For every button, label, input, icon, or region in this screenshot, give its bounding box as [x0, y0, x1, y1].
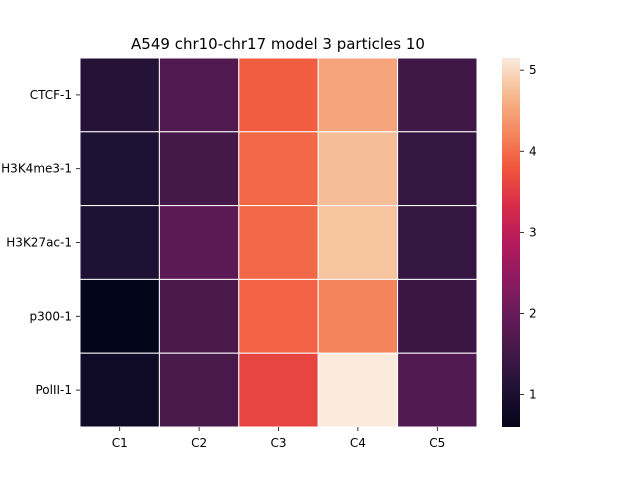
chart-title: A549 chr10-chr17 model 3 particles 10 [131, 35, 425, 53]
x-tick-label: C2 [191, 436, 207, 450]
heatmap-cell-CTCF-1-C2 [158, 57, 240, 133]
heatmap-cell-H3K4me3-1-C5 [397, 131, 478, 207]
colorbar-tick-label: 4 [529, 144, 537, 158]
heatmap-cell-CTCF-1-C3 [238, 57, 319, 133]
colorbar [502, 58, 520, 427]
heatmap-cell-CTCF-1-C1 [79, 57, 160, 133]
heatmap-cell-PolII-1-C1 [79, 352, 160, 428]
heatmap-cell-PolII-1-C3 [238, 352, 319, 428]
heatmap-cell-p300-1-C1 [79, 278, 160, 354]
y-tick-label: H3K4me3-1 [1, 162, 72, 176]
heatmap-cell-p300-1-C3 [238, 278, 319, 354]
heatmap-cell-p300-1-C5 [397, 278, 478, 354]
heatmap-cell-H3K27ac-1-C2 [158, 205, 240, 280]
heatmap-cell-CTCF-1-C4 [317, 57, 399, 133]
heatmap-cells [79, 57, 478, 428]
x-tick-label: C3 [270, 436, 286, 450]
heatmap-cell-CTCF-1-C5 [397, 57, 478, 133]
colorbar-tick-label: 1 [529, 388, 537, 402]
x-tick-label: C1 [112, 436, 128, 450]
x-tick-label: C4 [350, 436, 366, 450]
colorbar-ticks: 1 2 3 4 5 [520, 63, 537, 402]
y-tick-label: PolII-1 [35, 383, 72, 397]
heatmap-cell-PolII-1-C4 [317, 352, 399, 428]
heatmap-cell-PolII-1-C5 [397, 352, 478, 428]
heatmap-cell-H3K4me3-1-C4 [317, 131, 399, 207]
heatmap-cell-p300-1-C2 [158, 278, 240, 354]
heatmap-cell-H3K27ac-1-C3 [238, 205, 319, 280]
heatmap-cell-PolII-1-C2 [158, 352, 240, 428]
heatmap-cell-H3K4me3-1-C2 [158, 131, 240, 207]
heatmap-cell-p300-1-C4 [317, 278, 399, 354]
y-tick-label: CTCF-1 [30, 88, 72, 102]
heatmap-cell-H3K27ac-1-C4 [317, 205, 399, 280]
colorbar-tick-label: 2 [529, 306, 537, 320]
x-tick-label: C5 [429, 436, 445, 450]
heatmap-cell-H3K4me3-1-C1 [79, 131, 160, 207]
y-axis-ticks: CTCF-1 H3K4me3-1 H3K27ac-1 p300-1 PolII-1 [1, 88, 80, 397]
y-tick-label: H3K27ac-1 [6, 236, 72, 250]
heatmap-cell-H3K27ac-1-C1 [79, 205, 160, 280]
heatmap-cell-H3K4me3-1-C3 [238, 131, 319, 207]
colorbar-tick-label: 3 [529, 225, 537, 239]
y-tick-label: p300-1 [30, 309, 73, 323]
heatmap-cell-H3K27ac-1-C5 [397, 205, 478, 280]
colorbar-tick-label: 5 [529, 63, 537, 77]
x-axis-ticks: C1 C2 C3 C4 C5 [112, 427, 445, 450]
